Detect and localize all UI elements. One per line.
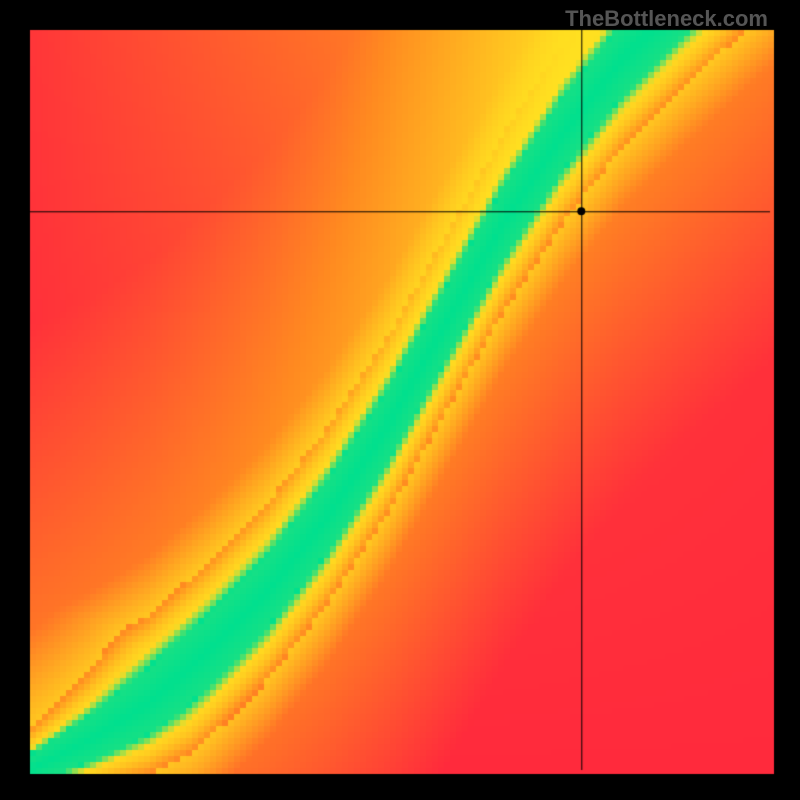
watermark-text: TheBottleneck.com [565, 6, 768, 32]
chart-container: TheBottleneck.com [0, 0, 800, 800]
bottleneck-heatmap [0, 0, 800, 800]
